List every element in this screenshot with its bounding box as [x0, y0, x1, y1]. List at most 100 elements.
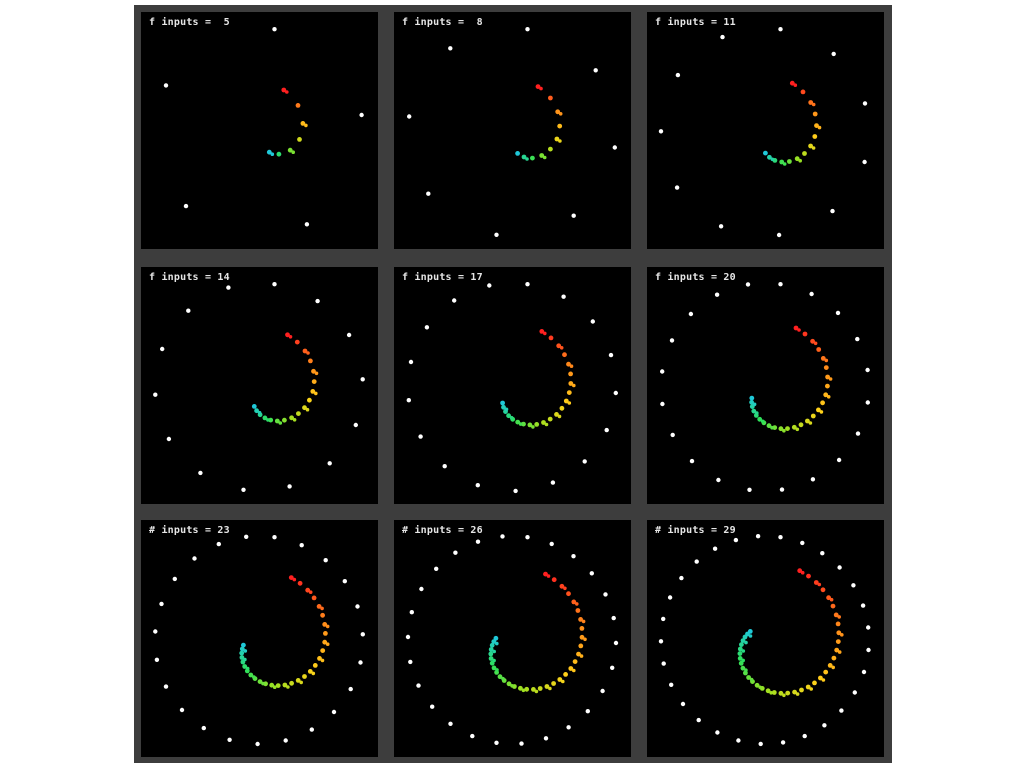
spiral-point: [812, 680, 817, 686]
spiral-point: [302, 674, 307, 679]
spiral-point: [245, 666, 250, 671]
spiral-point: [827, 663, 833, 668]
spiral-point: [797, 568, 803, 574]
input-dot: [778, 27, 783, 32]
input-dot: [865, 367, 870, 373]
spiral-point: [243, 657, 247, 662]
spiral-point: [757, 416, 763, 422]
input-dot: [718, 224, 724, 229]
spiral-point: [575, 602, 579, 606]
input-dot: [500, 534, 505, 539]
spiral-point: [296, 411, 301, 416]
input-dot: [359, 112, 364, 118]
spiral-point: [289, 680, 294, 686]
input-dot: [198, 470, 203, 476]
input-dot: [714, 292, 720, 297]
spiral-point: [320, 648, 326, 653]
spiral-point: [493, 635, 499, 641]
spiral-point: [568, 381, 574, 386]
input-dot: [163, 83, 169, 88]
spiral-point: [546, 574, 551, 578]
input-dot: [758, 741, 763, 747]
spiral-point: [275, 683, 281, 688]
spiral-point: [797, 328, 801, 332]
input-dot: [283, 738, 288, 743]
spiral-point: [248, 672, 254, 678]
spiral-point: [811, 146, 816, 150]
input-dot: [779, 487, 785, 492]
spiral-point: [800, 89, 806, 95]
input-dot: [424, 325, 430, 330]
spiral-point: [272, 685, 277, 689]
spiral-point: [571, 599, 577, 605]
spiral-point: [269, 682, 275, 688]
spiral-point: [557, 414, 562, 419]
panel-label: f inputs = 8: [402, 17, 483, 28]
spiral-point: [831, 655, 837, 661]
spiral-point: [763, 150, 768, 156]
spiral-point: [825, 383, 830, 389]
spiral-point: [567, 401, 572, 405]
spiral-point: [805, 684, 811, 690]
spiral-point: [816, 347, 822, 352]
input-dot: [272, 282, 277, 287]
input-dot: [419, 586, 424, 592]
spiral-point: [276, 151, 282, 157]
spiral-point: [566, 361, 571, 367]
panel-plot: [406, 282, 618, 494]
spiral-point: [297, 580, 303, 586]
spiral-point: [302, 405, 307, 411]
spiral-point: [813, 580, 819, 585]
panel-plot: [153, 282, 365, 492]
spiral-point: [557, 123, 563, 129]
spiral-point: [779, 159, 785, 165]
input-dot: [658, 639, 664, 644]
input-dot: [470, 733, 475, 739]
spiral-point: [559, 405, 565, 411]
spiral-point: [320, 658, 325, 663]
input-dot: [862, 101, 868, 106]
spiral-point: [302, 348, 308, 354]
input-dot: [561, 294, 566, 299]
spiral-point: [741, 658, 745, 663]
input-dot: [448, 721, 453, 726]
input-dot: [810, 477, 816, 482]
input-dot: [603, 592, 608, 597]
input-dot: [179, 707, 185, 713]
spiral-point: [551, 577, 557, 583]
input-dot: [745, 282, 751, 287]
input-dot: [405, 634, 411, 640]
panel-inputs-8: f inputs = 8: [394, 12, 631, 249]
spiral-point: [308, 358, 313, 364]
input-dot: [408, 359, 414, 365]
spiral-point: [308, 590, 313, 594]
spiral-point: [799, 687, 804, 693]
spiral-point: [747, 629, 753, 634]
input-dot: [736, 738, 741, 743]
spiral-point: [322, 622, 328, 627]
input-dot: [353, 422, 358, 428]
spiral-point: [811, 102, 816, 107]
spiral-point: [495, 668, 499, 672]
spiral-point: [798, 422, 804, 428]
spiral-point: [306, 351, 310, 355]
spiral-point: [771, 690, 777, 695]
spiral-point: [305, 407, 310, 412]
spiral-point: [828, 377, 833, 381]
spiral-point: [501, 676, 505, 681]
spiral-point: [288, 335, 293, 339]
input-dot: [755, 534, 761, 539]
spiral-point: [758, 685, 762, 690]
spiral-point: [793, 83, 798, 87]
spiral-point: [821, 678, 826, 682]
spiral-point: [782, 162, 787, 166]
input-dot: [855, 431, 861, 436]
panel-label: # inputs = 29: [655, 525, 736, 536]
spiral-point: [325, 642, 330, 646]
input-dot: [549, 541, 554, 547]
input-dot: [430, 704, 435, 709]
spiral-point: [282, 682, 288, 688]
spiral-point: [311, 671, 316, 676]
spiral-point: [782, 428, 786, 433]
panel-inputs-11: f inputs = 11: [647, 12, 884, 249]
